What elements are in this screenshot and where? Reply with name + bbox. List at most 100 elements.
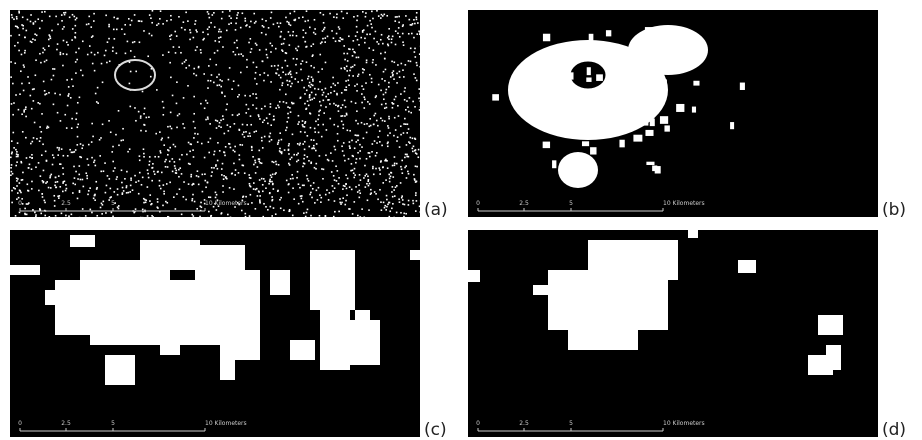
- pixel: [319, 81, 321, 83]
- pixel: [242, 12, 244, 14]
- pixel: [552, 160, 556, 168]
- pixel: [314, 167, 316, 169]
- pixel: [126, 187, 128, 189]
- pixel: [408, 200, 410, 202]
- pixel: [34, 33, 36, 35]
- pixel: [87, 54, 89, 56]
- pixel: [126, 171, 128, 173]
- pixel: [271, 181, 273, 183]
- pixel: [21, 113, 23, 115]
- pixel: [64, 14, 66, 16]
- pixel: [105, 50, 107, 52]
- pixel: [167, 154, 169, 156]
- pixel: [65, 12, 67, 14]
- pixel: [39, 140, 41, 142]
- pixel: [401, 169, 403, 171]
- pixel: [394, 20, 396, 22]
- pixel: [57, 154, 59, 156]
- pixel: [61, 14, 63, 16]
- pixel: [250, 51, 252, 53]
- pixel: [299, 143, 301, 145]
- pixel: [379, 189, 381, 191]
- pixel: [366, 132, 368, 134]
- pixel: [59, 163, 61, 165]
- pixel: [290, 178, 292, 180]
- pixel: [349, 70, 351, 72]
- pixel: [35, 21, 37, 23]
- pixel: [62, 191, 64, 193]
- pixel: [20, 192, 22, 194]
- pixel: [397, 136, 399, 138]
- pixel: [370, 125, 372, 127]
- pixel: [375, 168, 377, 170]
- pixel: [387, 167, 389, 169]
- pixel: [414, 51, 416, 53]
- pixel: [14, 62, 16, 64]
- pixel: [72, 28, 74, 30]
- pixel: [13, 18, 15, 20]
- pixel: [138, 20, 140, 22]
- pixel: [143, 198, 145, 200]
- pixel: [313, 139, 315, 141]
- pixel: [66, 127, 68, 129]
- pixel: [359, 144, 361, 146]
- pixel: [74, 36, 76, 38]
- pixel: [304, 141, 306, 143]
- pixel: [288, 22, 290, 24]
- pixel: [342, 104, 344, 106]
- pixel: [309, 194, 311, 196]
- pixel: [334, 149, 336, 151]
- pixel: [289, 209, 291, 211]
- pixel: [320, 105, 322, 107]
- block: [55, 280, 195, 335]
- pixel: [369, 20, 371, 22]
- pixel: [160, 10, 162, 12]
- pixel: [50, 175, 52, 177]
- pixel: [49, 16, 51, 18]
- pixel: [335, 104, 337, 106]
- pixel: [319, 101, 321, 103]
- block: [310, 250, 355, 310]
- pixel: [262, 216, 264, 218]
- pixel: [256, 188, 258, 190]
- pixel: [374, 191, 376, 193]
- pixel: [637, 113, 645, 121]
- pixel: [101, 203, 103, 205]
- pixel: [305, 21, 307, 23]
- pixel: [595, 111, 600, 119]
- pixel: [303, 162, 305, 164]
- pixel: [127, 151, 129, 153]
- pixel: [247, 203, 249, 205]
- pixel: [363, 88, 365, 90]
- pixel: [258, 161, 260, 163]
- pixel: [351, 140, 353, 142]
- pixel: [102, 123, 104, 125]
- pixel: [82, 145, 84, 147]
- pixel: [397, 32, 399, 34]
- pixel: [651, 65, 658, 73]
- pixel: [205, 186, 207, 188]
- pixel: [188, 183, 190, 185]
- pixel: [369, 152, 371, 154]
- pixel: [30, 14, 32, 16]
- pixel: [332, 185, 334, 187]
- pixel: [334, 146, 336, 148]
- pixel: [101, 63, 103, 65]
- pixel: [285, 52, 287, 54]
- pixel: [256, 108, 258, 110]
- pixel: [181, 27, 183, 29]
- pixel: [44, 49, 46, 51]
- pixel: [108, 120, 110, 122]
- pixel: [325, 217, 327, 219]
- pixel: [415, 152, 417, 154]
- pixel: [402, 203, 404, 205]
- pixel: [249, 183, 251, 185]
- pixel: [418, 30, 420, 32]
- pixel: [358, 44, 360, 46]
- block: [688, 230, 698, 238]
- pixel: [92, 136, 94, 138]
- pixel: [190, 144, 192, 146]
- pixel: [310, 215, 312, 217]
- pixel: [46, 127, 48, 129]
- pixel: [296, 154, 298, 156]
